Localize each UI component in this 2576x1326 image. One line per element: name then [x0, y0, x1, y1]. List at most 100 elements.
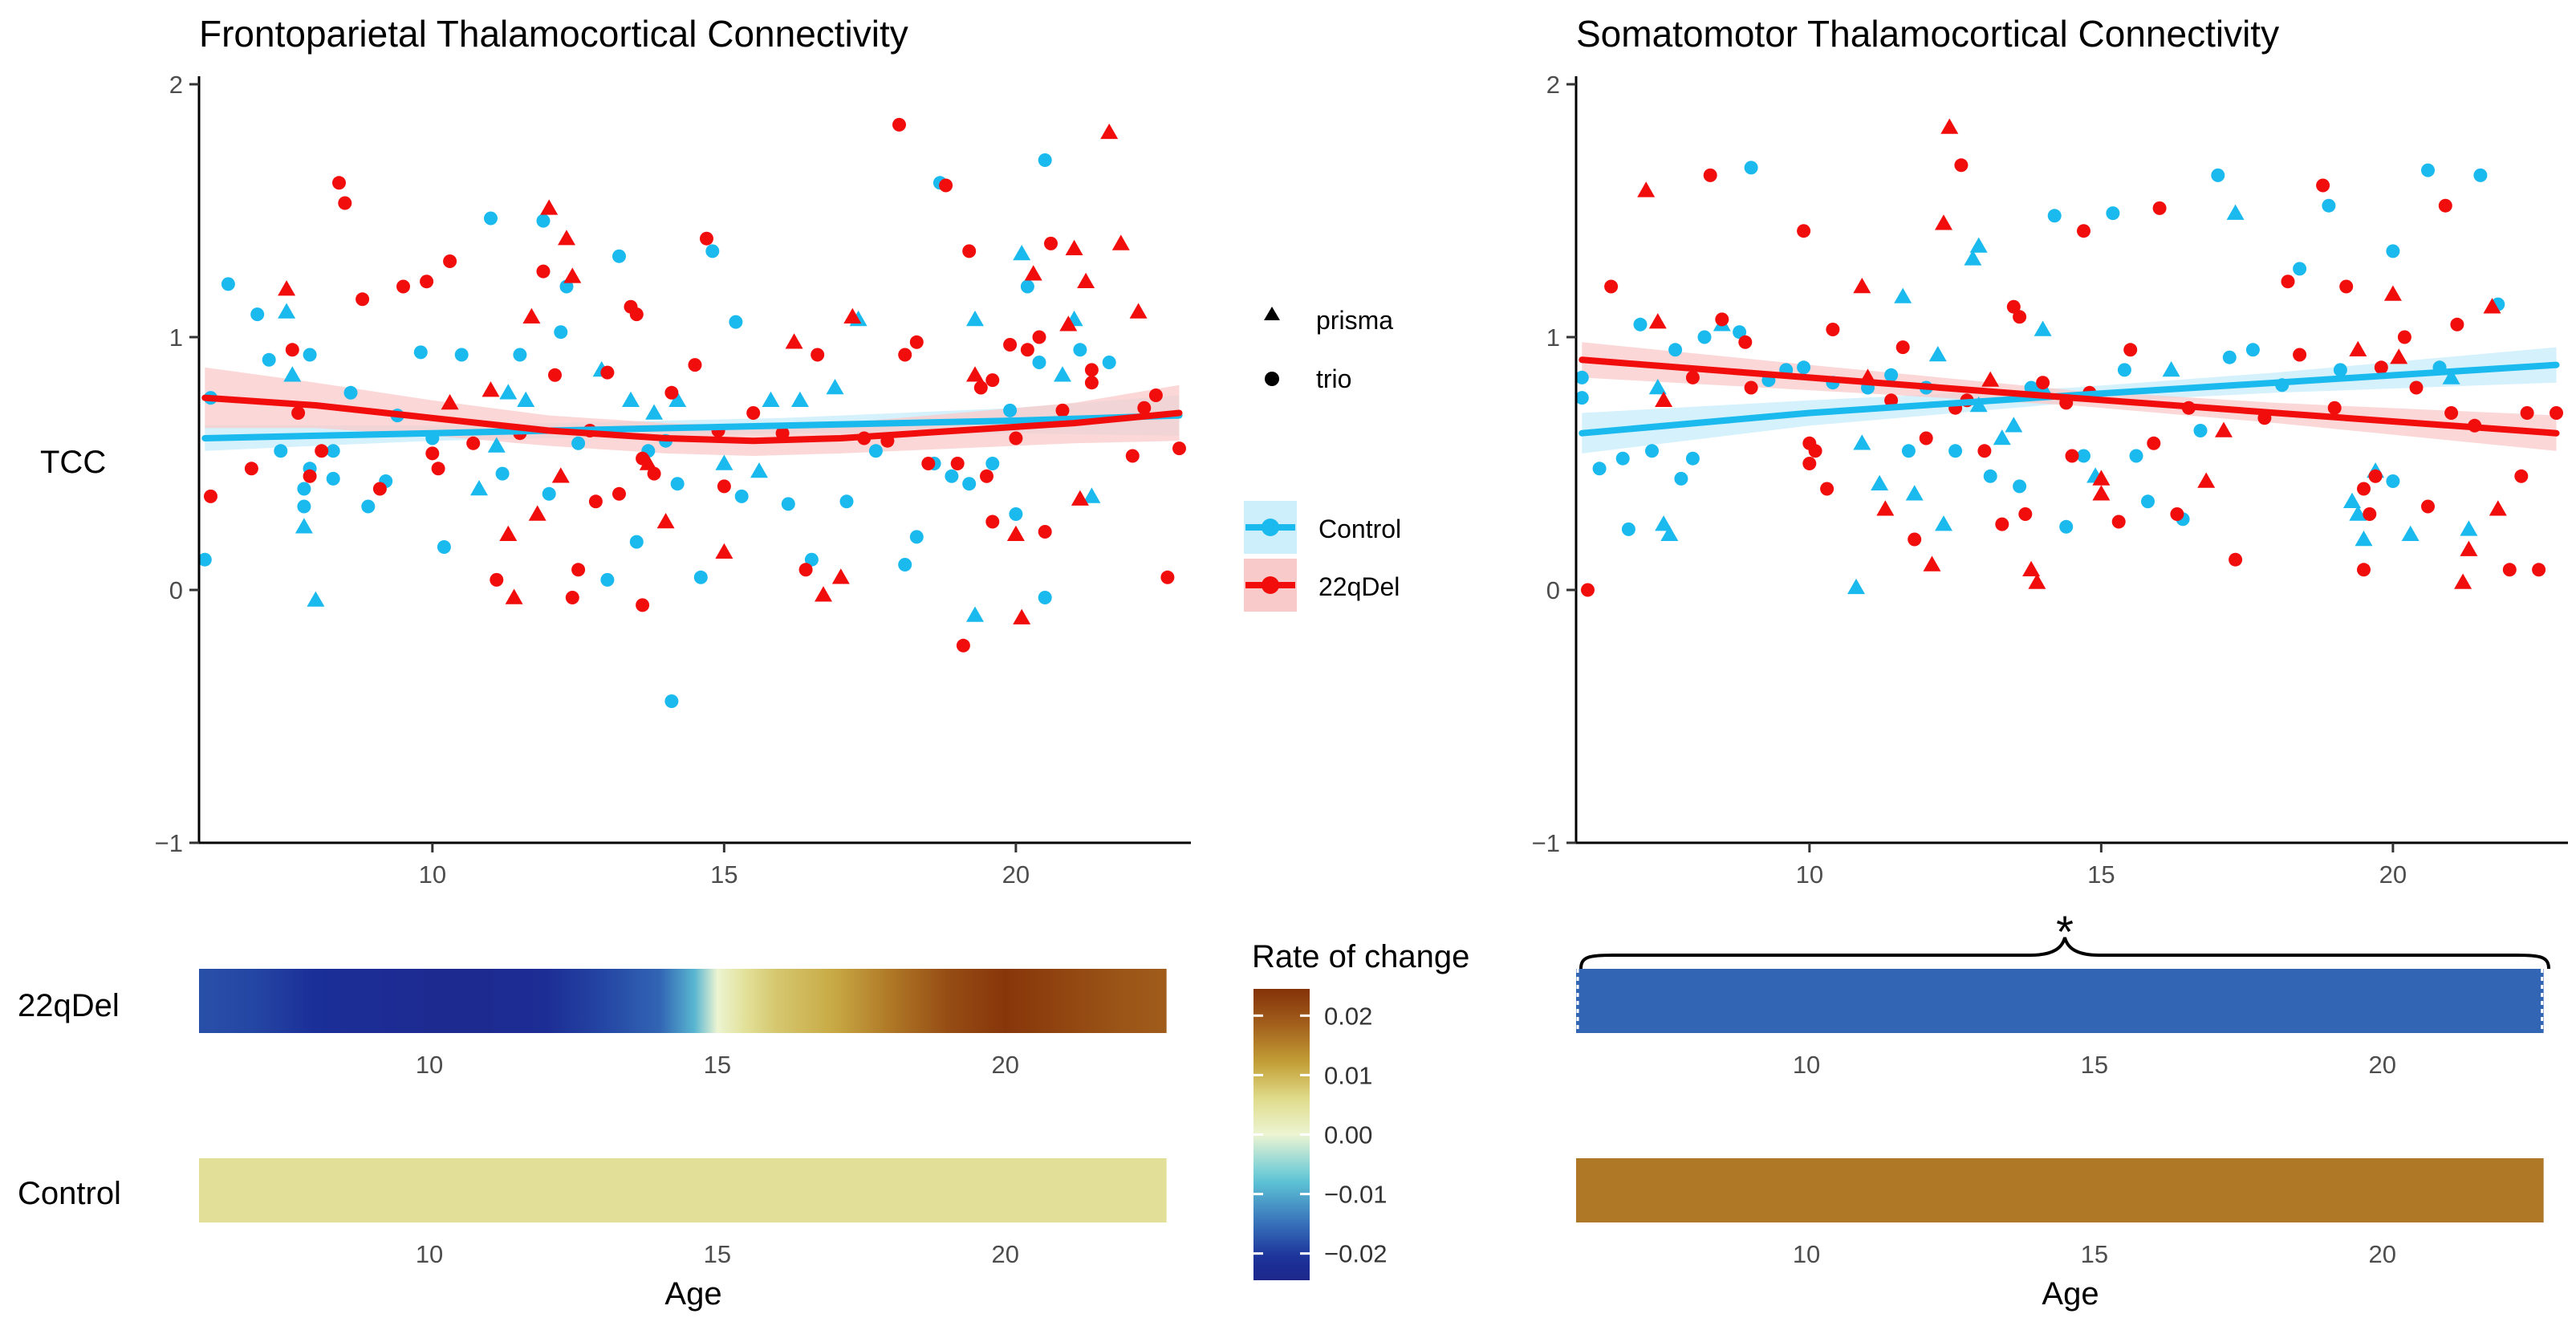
data-point-control-trio [1032, 356, 1046, 369]
frontoparietal-rate-22qdel-strip: 10 15 20 [199, 969, 1167, 1079]
data-point-del22q-prisma [540, 199, 559, 215]
data-point-del22q-trio [950, 457, 965, 470]
data-point-del22q-trio [1908, 532, 1922, 547]
data-point-control-trio [2117, 363, 2131, 377]
data-point-del22q-prisma [1129, 303, 1148, 319]
strip-x-tick-label: 20 [2368, 1240, 2395, 1268]
significance-brace [1579, 937, 2550, 970]
colorbar-ticks: 0.02 0.01 0.00 −0.01 −0.02 [1253, 1002, 1387, 1268]
data-point-del22q-trio [2147, 436, 2161, 450]
data-point-del22q-trio [2532, 563, 2546, 577]
data-point-control-trio [1744, 161, 1758, 175]
data-point-del22q-prisma [1935, 214, 1952, 230]
data-point-del22q-trio [2229, 552, 2243, 567]
data-point-del22q-prisma [2197, 472, 2216, 488]
data-point-del22q-prisma [1111, 234, 1130, 250]
data-point-del22q-prisma [2383, 285, 2402, 301]
del22q-legend-dot [1262, 576, 1279, 594]
data-point-del22q-trio [664, 385, 679, 400]
data-point-del22q-trio [1160, 570, 1175, 584]
data-point-del22q-prisma [2028, 573, 2046, 589]
data-point-del22q-trio [647, 466, 661, 481]
data-point-del22q-trio [1744, 380, 1758, 395]
data-point-del22q-trio [1148, 388, 1163, 402]
data-point-del22q-trio [612, 486, 626, 501]
data-point-control-trio [495, 466, 510, 481]
rate-strip-fill [1576, 969, 2544, 1033]
strip-x-tick-label: 15 [704, 1051, 731, 1079]
data-point-control-prisma [668, 391, 687, 407]
data-point-control-prisma [2349, 505, 2367, 521]
data-point-control-trio [1884, 368, 1899, 382]
data-point-del22q-prisma [1006, 525, 1025, 541]
data-point-control-trio [1003, 403, 1018, 417]
data-point-control-prisma [487, 437, 506, 453]
data-point-del22q-trio [466, 436, 481, 450]
data-point-del22q-trio [1820, 482, 1834, 496]
data-point-control-trio [1102, 356, 1116, 369]
data-point-del22q-trio [2013, 310, 2027, 324]
somatomotor-age-label: Age [2042, 1276, 2099, 1312]
data-point-control-prisma [966, 310, 984, 327]
frontoparietal-axes: −1 0 1 2 10 15 20 [155, 71, 1191, 889]
data-point-control-trio [2013, 479, 2027, 494]
data-point-del22q-trio [204, 489, 217, 503]
data-point-control-trio [1574, 370, 1589, 384]
strip-x-tick-label: 10 [416, 1051, 443, 1079]
data-point-control-trio [600, 572, 615, 587]
row-label-control: Control [18, 1176, 121, 1211]
data-point-del22q-trio [1604, 279, 1619, 294]
frontoparietal-points [197, 117, 1186, 709]
data-point-control-trio [868, 444, 883, 458]
data-point-control-prisma [1847, 578, 1865, 595]
control-legend-dot [1262, 519, 1279, 536]
data-point-control-prisma [1054, 366, 1071, 382]
data-point-del22q-prisma [1981, 371, 2000, 387]
trio-legend-circle [1265, 372, 1279, 386]
data-point-del22q-prisma [1065, 239, 1083, 255]
somatomotor-fit-lines [1579, 356, 2560, 437]
del22q-legend-label: 22qDel [1318, 572, 1400, 601]
colorbar-tick-label: 0.02 [1324, 1002, 1372, 1030]
data-point-del22q-prisma [1077, 272, 1095, 288]
data-point-del22q-trio [600, 365, 615, 380]
data-point-del22q-prisma [2460, 540, 2478, 556]
group-legend: Control 22qDel [1244, 501, 1401, 612]
data-point-control-trio [2473, 168, 2488, 182]
data-point-del22q-prisma [2390, 348, 2408, 364]
data-point-control-prisma [1660, 525, 1679, 541]
data-point-control-trio [2211, 168, 2225, 182]
y-tick-label: 1 [169, 323, 183, 352]
data-point-control-trio [2322, 198, 2336, 213]
data-point-control-prisma [1083, 487, 1101, 503]
data-point-del22q-prisma [522, 307, 541, 323]
data-point-control-trio [945, 469, 959, 483]
data-point-control-prisma [1871, 474, 1889, 490]
x-tick-label: 10 [1796, 860, 1823, 889]
data-point-del22q-prisma [2454, 573, 2472, 589]
data-point-control-trio [1615, 451, 1630, 466]
data-point-control-trio [413, 345, 428, 360]
data-point-del22q-trio [396, 279, 410, 294]
colorbar-tick-label: 0.01 [1324, 1061, 1372, 1089]
somatomotor-axes: −1 0 1 2 10 15 20 [1532, 71, 2568, 889]
data-point-del22q-trio [636, 598, 650, 612]
shape-legend: prisma trio [1264, 306, 1393, 393]
data-point-control-trio [1733, 325, 1747, 340]
data-point-control-prisma [1928, 346, 1947, 362]
data-point-del22q-trio [2018, 507, 2033, 521]
data-point-del22q-trio [939, 178, 953, 193]
frontoparietal-scatter-panel: Frontoparietal Thalamocortical Connectiv… [155, 13, 1191, 889]
data-point-control-prisma [2442, 368, 2460, 384]
strip-x-tick-label: 15 [2081, 1051, 2108, 1079]
data-point-del22q-trio [1808, 444, 1822, 458]
data-point-control-prisma [790, 391, 809, 407]
data-point-del22q-trio [291, 406, 306, 420]
data-point-del22q-trio [2293, 348, 2307, 362]
data-point-del22q-trio [746, 406, 761, 420]
data-point-del22q-prisma [499, 525, 518, 541]
data-point-control-trio [1948, 444, 1963, 458]
y-axis-label: TCC [40, 445, 106, 480]
data-point-control-prisma [470, 480, 488, 496]
data-point-control-trio [909, 530, 924, 544]
